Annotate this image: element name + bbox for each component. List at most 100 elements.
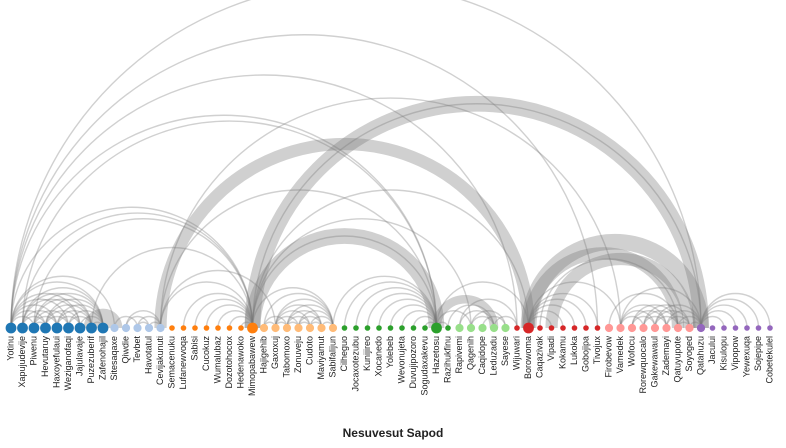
node-label: Puzezuberif bbox=[86, 336, 96, 384]
arc-link bbox=[458, 310, 495, 329]
arc-link bbox=[136, 315, 162, 329]
arc-link bbox=[21, 298, 81, 329]
node-dot bbox=[583, 325, 589, 331]
arc-link bbox=[608, 292, 679, 329]
node-dot bbox=[17, 322, 28, 334]
node-dot bbox=[523, 322, 534, 334]
node-label: Sabisi bbox=[189, 336, 199, 361]
node-label: Cilheguo bbox=[339, 336, 349, 372]
node-dot bbox=[478, 323, 487, 333]
node-label: Wofocu bbox=[626, 336, 636, 366]
arc-link bbox=[10, 310, 47, 329]
node-label: Qiwdie bbox=[120, 336, 130, 364]
arc-link bbox=[545, 252, 696, 329]
arc-link bbox=[677, 315, 702, 329]
node-label: Wevonujeta bbox=[396, 336, 406, 383]
node-dot bbox=[744, 325, 750, 331]
node-dot bbox=[639, 323, 648, 333]
arc-link bbox=[470, 310, 507, 329]
node-label: Hajigehib bbox=[258, 336, 268, 374]
arc-link bbox=[527, 310, 564, 329]
node-dot bbox=[627, 323, 637, 333]
arc-link bbox=[21, 287, 104, 329]
node-label: Weziganofaqi bbox=[63, 336, 73, 390]
node-label: Kisulopu bbox=[718, 336, 728, 371]
arc-link bbox=[10, 74, 518, 329]
arc-link bbox=[642, 310, 679, 329]
node-dot bbox=[364, 325, 371, 331]
node-label: Tivojux bbox=[592, 336, 602, 365]
arc-link bbox=[619, 287, 702, 329]
arc-link bbox=[286, 310, 323, 329]
node-label: Wijuwari bbox=[511, 336, 521, 370]
node-dot bbox=[455, 323, 464, 333]
arc-link bbox=[56, 310, 93, 329]
node-dot bbox=[169, 325, 175, 331]
node-dot bbox=[685, 323, 694, 333]
node-label: Rorewquocalo bbox=[638, 336, 648, 394]
arc-link bbox=[619, 310, 656, 329]
node-label: Hedenawoko bbox=[235, 336, 245, 389]
node-dot bbox=[548, 325, 555, 331]
arc-link bbox=[10, 114, 438, 329]
arc-link bbox=[21, 292, 93, 329]
arc-link bbox=[217, 310, 254, 329]
arc-link bbox=[10, 275, 116, 329]
arc-link bbox=[10, 0, 702, 329]
node-dot bbox=[215, 325, 221, 331]
node-label: Kunijireo bbox=[362, 336, 372, 371]
node-dot bbox=[431, 322, 442, 334]
arc-link bbox=[297, 310, 334, 329]
node-dot bbox=[51, 322, 63, 334]
node-dot bbox=[97, 322, 109, 334]
node-dot bbox=[594, 325, 601, 331]
node-dot bbox=[422, 325, 428, 331]
node-label: Mimopabawew bbox=[247, 336, 257, 397]
node-dot bbox=[604, 323, 614, 333]
node-label: Yotinu bbox=[5, 336, 15, 361]
node-dot bbox=[121, 323, 131, 333]
node-label: Sabifalijun bbox=[327, 336, 337, 378]
arcs-layer bbox=[10, 0, 771, 329]
nodes-layer bbox=[5, 322, 773, 334]
node-label: Sayese bbox=[500, 336, 510, 366]
node-label: Xapujudevije bbox=[17, 336, 27, 388]
node-label: Soyoged bbox=[684, 336, 694, 372]
arc-link bbox=[21, 212, 254, 329]
node-dot bbox=[180, 325, 187, 331]
node-label: Tabomoxo bbox=[281, 336, 291, 378]
node-label: Lufanewvoqa bbox=[178, 336, 188, 390]
arc-link bbox=[159, 97, 622, 329]
arc-link bbox=[527, 281, 622, 329]
node-dot bbox=[86, 322, 97, 334]
node-dot bbox=[341, 325, 348, 331]
node-label: Gakewawaul bbox=[649, 336, 659, 388]
node-label: Yolebeb bbox=[385, 336, 395, 368]
arc-link bbox=[447, 304, 495, 329]
arc-link bbox=[21, 120, 438, 329]
arc-link bbox=[435, 281, 530, 329]
node-dot bbox=[238, 325, 244, 331]
arc-link bbox=[665, 310, 702, 329]
node-label: Zademayi bbox=[661, 336, 671, 376]
arc-link bbox=[366, 292, 438, 329]
arc-link bbox=[642, 315, 668, 329]
arc-link bbox=[527, 298, 587, 329]
arc-link bbox=[332, 275, 438, 329]
node-dot bbox=[755, 325, 762, 331]
node-dot bbox=[399, 325, 405, 331]
arc-link bbox=[458, 298, 518, 329]
arc-link bbox=[263, 292, 334, 329]
node-label: Jocaxotezubu bbox=[350, 336, 360, 392]
node-dot bbox=[203, 325, 210, 331]
arc-link bbox=[378, 298, 438, 329]
node-dot bbox=[74, 322, 86, 334]
arc-link bbox=[251, 189, 530, 329]
arc-link bbox=[493, 315, 518, 329]
arc-link bbox=[522, 247, 685, 329]
arc-link bbox=[10, 281, 104, 329]
node-label: Lukoka bbox=[569, 336, 579, 365]
arc-link bbox=[539, 258, 679, 329]
node-label: Yewexuqa bbox=[741, 336, 751, 377]
node-dot bbox=[466, 323, 476, 333]
